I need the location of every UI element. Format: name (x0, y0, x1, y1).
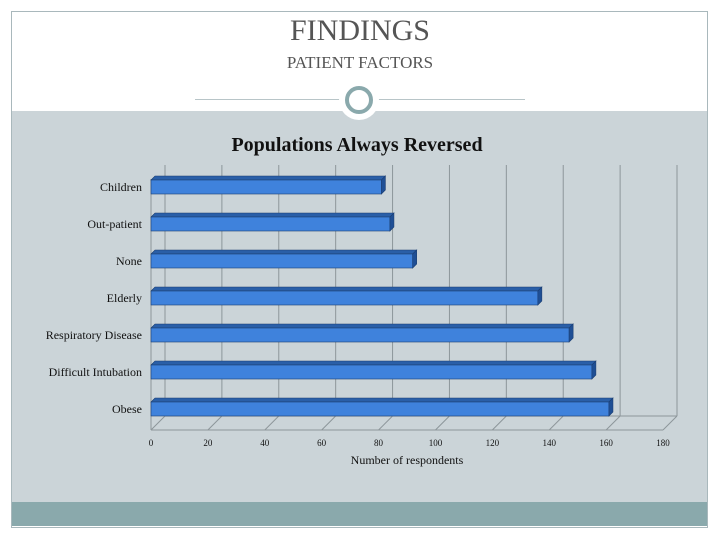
slide-subtitle: PATIENT FACTORS (286, 53, 434, 72)
slide-frame (11, 11, 708, 528)
category-label: Children (100, 180, 142, 194)
category-label: Respiratory Disease (46, 328, 142, 342)
x-tick-label: 60 (317, 438, 327, 448)
grid-line-floor (491, 415, 507, 431)
category-label: Elderly (107, 291, 142, 305)
x-tick-label: 40 (260, 438, 270, 448)
category-label: Difficult Intubation (49, 365, 142, 379)
bar (150, 364, 593, 380)
chart-title: Populations Always Reversed (231, 134, 482, 156)
bar-top (150, 212, 395, 218)
category-label: Out-patient (87, 217, 142, 231)
bars (150, 175, 614, 417)
bar (150, 327, 570, 343)
bar-side (412, 249, 417, 269)
x-tick-label: 120 (486, 438, 500, 448)
bar-top (150, 175, 387, 181)
bar-top (150, 249, 418, 255)
grid-line-floor (548, 415, 564, 431)
bar-side (537, 286, 543, 306)
grid-line-floor (207, 415, 223, 431)
bar-side (591, 360, 597, 380)
grid-line-floor (150, 415, 166, 431)
bar-side (608, 397, 614, 417)
bar-top (150, 323, 574, 329)
grid-line-floor (605, 415, 621, 431)
footer-band (12, 502, 707, 526)
grid-line-floor (264, 415, 280, 431)
grid-line-floor (662, 415, 678, 431)
x-tick-labels: 0 20 40 60 80 100 120 140 160 180 (149, 438, 671, 448)
bar-top (150, 286, 543, 292)
x-axis-label: Number of respondents (351, 453, 464, 467)
bar-top (150, 397, 614, 403)
bar-side (568, 323, 574, 343)
x-tick-label: 180 (656, 438, 670, 448)
bar-top (150, 360, 597, 366)
bar (150, 179, 382, 195)
bar (150, 253, 413, 269)
grid-line-floor (435, 415, 450, 431)
x-tick-label: 140 (542, 438, 556, 448)
x-tick-label: 20 (203, 438, 213, 448)
x-tick-label: 0 (149, 438, 154, 448)
bar (150, 401, 610, 417)
bar-side (389, 212, 395, 232)
x-tick-label: 80 (374, 438, 384, 448)
ring-ornament-icon (339, 80, 379, 120)
grid-line-floor (378, 415, 393, 431)
x-tick-label: 100 (429, 438, 443, 448)
category-label: Obese (112, 402, 142, 416)
slide-title: FINDINGS (289, 14, 430, 47)
bar (150, 216, 391, 232)
bar (150, 290, 539, 306)
x-tick-label: 160 (599, 438, 613, 448)
grid-line-floor (321, 415, 337, 431)
category-labels: Children Out-patient None Elderly Respirator… (46, 180, 143, 416)
category-label: None (116, 254, 142, 268)
bar-side (381, 175, 386, 195)
